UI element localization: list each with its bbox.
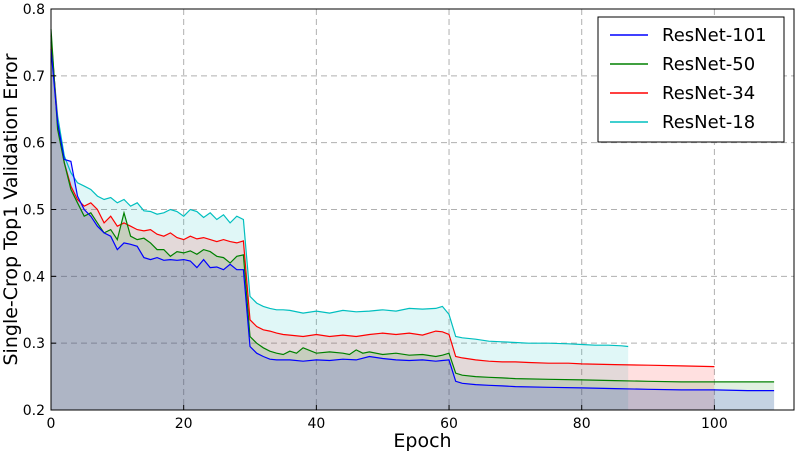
resnet-101-line bbox=[50, 49, 775, 392]
legend-label-resnet-34: ResNet-34 bbox=[662, 83, 755, 104]
x-tick-label: 20 bbox=[175, 416, 193, 432]
series-fills bbox=[51, 29, 775, 411]
y-tick-label: 0.5 bbox=[23, 203, 45, 219]
y-tick-label: 0.8 bbox=[23, 2, 45, 18]
legend-label-resnet-50: ResNet-50 bbox=[662, 54, 755, 75]
y-tick-label: 0.7 bbox=[23, 69, 45, 85]
series-lines bbox=[50, 29, 775, 392]
x-tick-label: 80 bbox=[573, 416, 591, 432]
resnet-18-line bbox=[50, 42, 629, 348]
y-tick-label: 0.3 bbox=[23, 336, 45, 352]
legend-label-resnet-101: ResNet-101 bbox=[662, 25, 767, 46]
resnet-18-area bbox=[51, 42, 629, 411]
x-tick-label: 60 bbox=[440, 416, 458, 432]
resnet-101-area bbox=[51, 49, 775, 410]
x-axis-label: Epoch bbox=[393, 430, 451, 452]
legend-box bbox=[597, 16, 785, 143]
y-tick-label: 0.2 bbox=[23, 403, 45, 419]
y-tick-label: 0.4 bbox=[23, 269, 45, 285]
legend: ResNet-101 ResNet-50 ResNet-34 ResNet-18 bbox=[597, 16, 785, 143]
y-axis-label: Single-Crop Top1 Validation Error bbox=[0, 53, 22, 365]
y-tick-label: 0.6 bbox=[23, 136, 45, 152]
x-tick-label: 40 bbox=[307, 416, 325, 432]
legend-label-resnet-18: ResNet-18 bbox=[662, 112, 755, 133]
x-axis-ticks: 0 20 40 60 80 100 bbox=[47, 405, 728, 432]
resnet-34-area bbox=[51, 35, 715, 410]
resnet-50-area bbox=[51, 29, 775, 410]
x-tick-label: 0 bbox=[47, 416, 56, 432]
y-axis-ticks: 0.2 0.3 0.4 0.5 0.6 0.7 0.8 bbox=[23, 2, 56, 419]
x-tick-label: 100 bbox=[701, 416, 728, 432]
resnet-50-line bbox=[50, 29, 775, 383]
